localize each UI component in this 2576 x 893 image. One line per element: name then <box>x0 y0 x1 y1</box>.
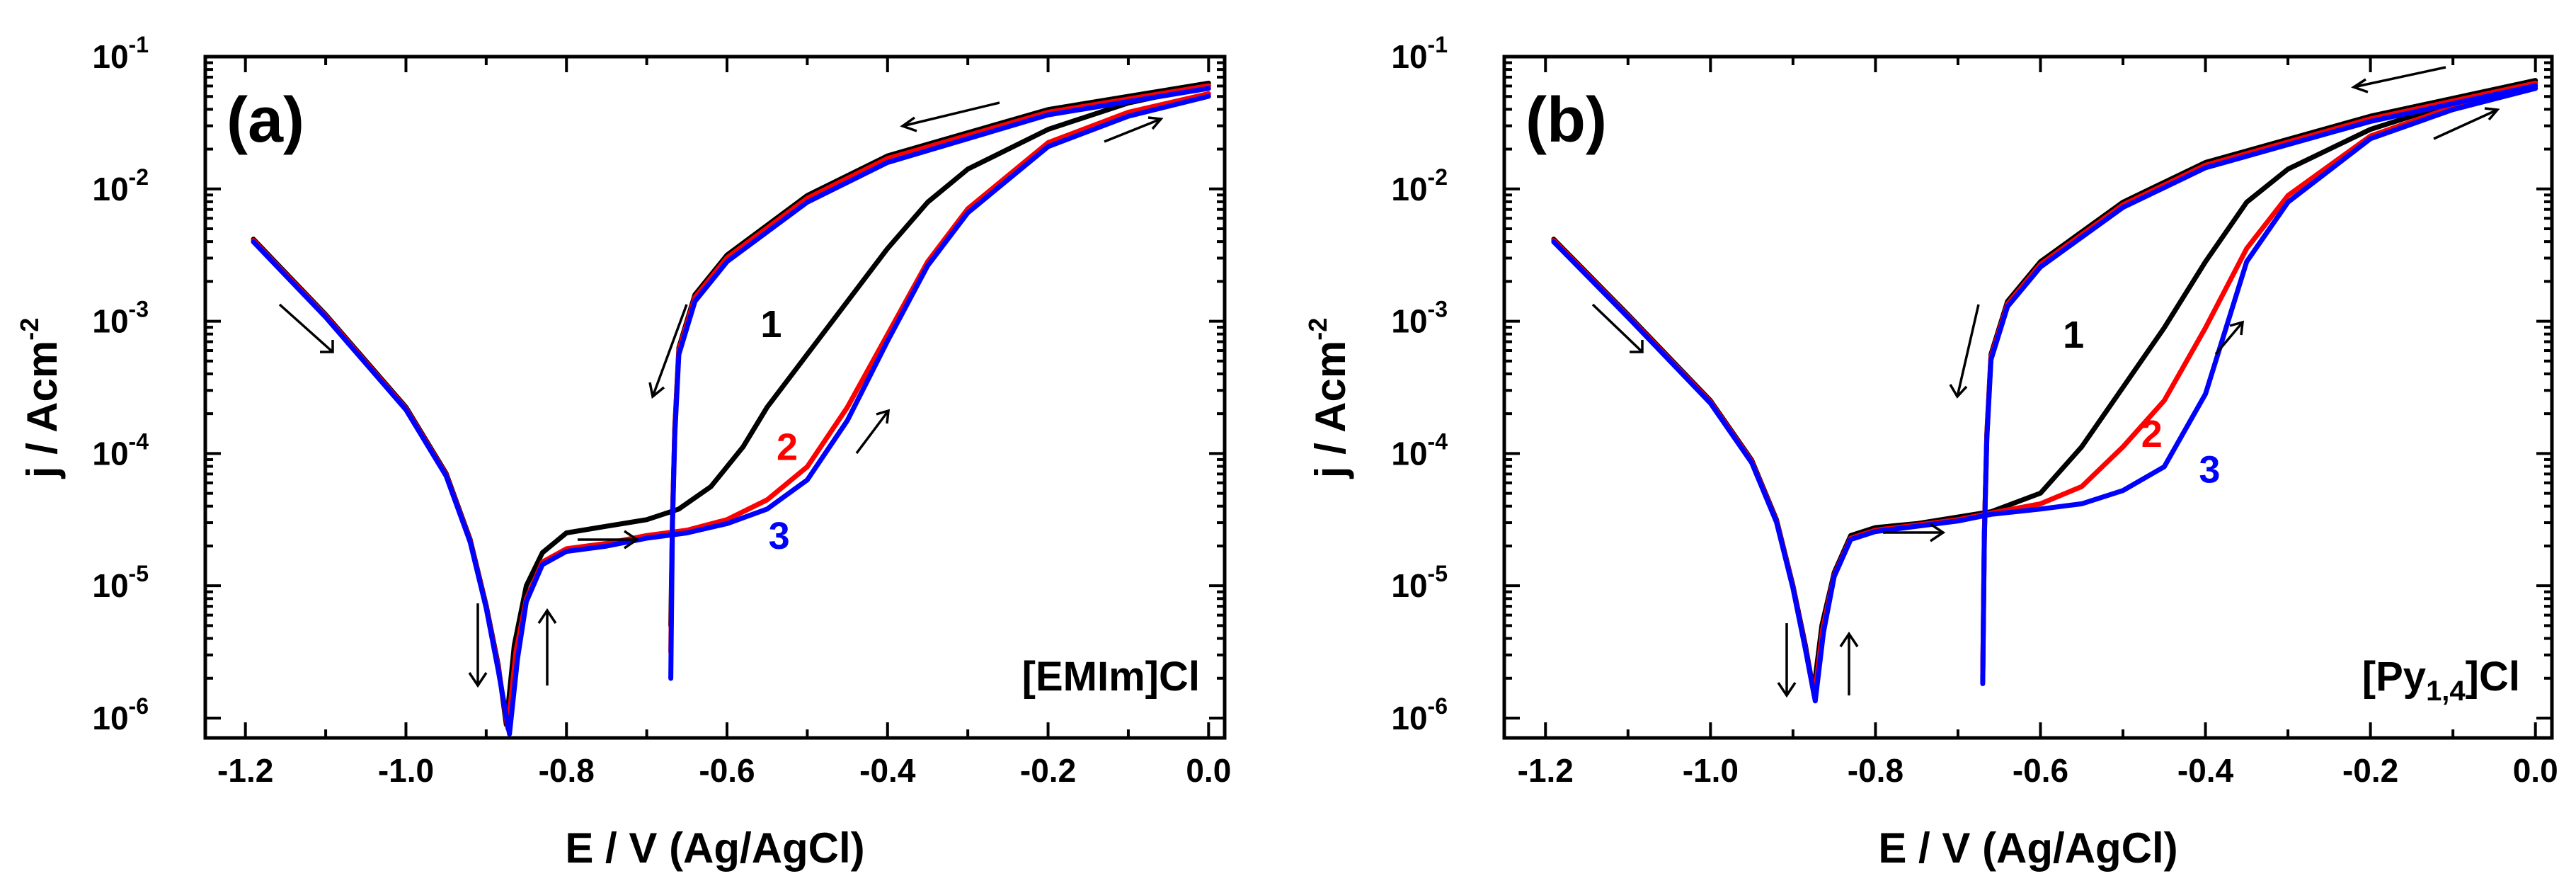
y-tick-label-base: 10 <box>92 171 128 207</box>
y-tick-label-exponent: -2 <box>129 164 149 190</box>
chart-panel-b: -1.2 -1.0 -0.8 -0.6 -0.4 -0.2 0.0 10-610-510-4… <box>1303 32 2558 872</box>
ionic-liquid-label-b: [Py1,4]Cl <box>2362 654 2520 707</box>
ionic-label-b-suffix: ]Cl <box>2466 654 2520 700</box>
curve-label-2: 2 <box>2141 413 2163 455</box>
plot-frame-b <box>1502 55 2554 740</box>
curve-labels-a: 1 2 3 <box>760 303 798 557</box>
curve-label-2: 2 <box>777 426 798 469</box>
y-tick-label: 10-2 <box>1391 164 1448 207</box>
y-tick-label-exponent: -4 <box>129 428 149 454</box>
ionic-label-b-prefix: [Py <box>2362 654 2426 700</box>
curve-label-1: 1 <box>2063 314 2084 356</box>
panel-label-b: (b) <box>1525 85 1607 156</box>
y-tick-label: 10-2 <box>92 164 149 207</box>
y-tick-label-exponent: -3 <box>129 297 149 322</box>
x-tick-label: -1.2 <box>217 752 273 789</box>
y-axis-label-base-a: j / Acm <box>18 341 66 479</box>
x-tick-label: -1.2 <box>1518 752 1574 789</box>
x-tick-label: -0.6 <box>2013 752 2068 789</box>
y-tick-label-exponent: -5 <box>129 561 149 586</box>
y-tick-label: 10-4 <box>1391 428 1448 472</box>
y-tick-label-base: 10 <box>1391 303 1427 340</box>
curve-2-reverse <box>1980 80 2538 684</box>
x-axis-ticks-a: -1.2 -1.0 -0.8 -0.6 -0.4 -0.2 0.0 <box>217 57 1231 789</box>
y-axis-ticks-a: 10-610-510-410-310-210-1 <box>92 32 1225 736</box>
y-tick-label-base: 10 <box>1391 700 1427 736</box>
panel-label-a: (a) <box>227 85 304 156</box>
y-axis-label-base-b: j / Acm <box>1307 341 1354 479</box>
x-tick-label: -0.8 <box>1848 752 1904 789</box>
curve-label-3: 3 <box>2199 448 2220 491</box>
y-tick-label-exponent: -6 <box>1428 693 1448 719</box>
y-tick-label-exponent: -6 <box>129 693 149 719</box>
curve-3-reverse <box>668 86 1211 681</box>
x-tick-label: -0.2 <box>2342 752 2398 789</box>
scan-direction-arrows-a <box>278 101 1164 688</box>
ionic-liquid-label-a: [EMIm]Cl <box>1022 654 1200 700</box>
curve-3-forward <box>251 93 1211 736</box>
curve-2-forward <box>251 91 1211 732</box>
y-tick-label: 10-4 <box>92 428 149 472</box>
y-axis-label-a: j / Acm-2 <box>15 318 66 479</box>
y-tick-label: 10-6 <box>92 693 149 736</box>
curve-1-forward <box>1551 80 2538 695</box>
chart-panel-a: -1.2 -1.0 -0.8 -0.6 -0.4 -0.2 0.0 10-610-510-4… <box>15 32 1231 872</box>
curve-label-1: 1 <box>760 303 782 346</box>
x-tick-label: -0.6 <box>699 752 755 789</box>
y-tick-label-base: 10 <box>92 567 128 604</box>
y-tick-label-base: 10 <box>92 435 128 472</box>
y-tick-label-exponent: -3 <box>1428 297 1448 322</box>
x-tick-label: -0.4 <box>859 752 916 789</box>
y-tick-label-exponent: -4 <box>1428 428 1448 454</box>
curve-label-3: 3 <box>769 515 790 557</box>
y-tick-label: 10-1 <box>92 32 149 75</box>
x-tick-label: -0.2 <box>1020 752 1076 789</box>
curve-3-forward <box>1551 86 2538 704</box>
y-axis-ticks-b: 10-610-510-410-310-210-1 <box>1391 32 2552 736</box>
curve-1-forward <box>251 83 1211 727</box>
y-tick-label: 10-6 <box>1391 693 1448 736</box>
curves-a <box>251 80 1211 736</box>
y-tick-label: 10-3 <box>1391 297 1448 340</box>
y-tick-label-base: 10 <box>92 700 128 736</box>
x-tick-label: 0.0 <box>1186 752 1231 789</box>
curve-1-reverse <box>668 80 1211 628</box>
y-tick-label: 10-1 <box>1391 32 1448 75</box>
y-axis-label-b: j / Acm-2 <box>1303 318 1354 479</box>
y-tick-label-exponent: -1 <box>129 32 149 57</box>
x-axis-label-b: E / V (Ag/AgCl) <box>1878 824 2177 872</box>
y-tick-label-exponent: -1 <box>1428 32 1448 57</box>
y-axis-label-exponent-b: -2 <box>1303 318 1332 341</box>
scan-direction-arrows-b <box>1591 66 2500 698</box>
y-tick-label: 10-5 <box>1391 561 1448 604</box>
y-tick-label-base: 10 <box>92 38 128 75</box>
y-axis-label-exponent-a: -2 <box>15 318 44 341</box>
y-tick-label-base: 10 <box>1391 567 1427 604</box>
x-tick-label: -1.0 <box>1683 752 1739 789</box>
y-tick-label-exponent: -2 <box>1428 164 1448 190</box>
x-axis-ticks-b: -1.2 -1.0 -0.8 -0.6 -0.4 -0.2 0.0 <box>1518 57 2558 789</box>
plot-frame-a <box>203 55 1227 740</box>
x-tick-label: -0.8 <box>539 752 595 789</box>
curve-2-reverse <box>668 83 1211 655</box>
x-axis-label-a: E / V (Ag/AgCl) <box>565 824 864 872</box>
y-tick-label-base: 10 <box>92 303 128 340</box>
curve-1-reverse <box>1980 78 2538 681</box>
curve-labels-b: 1 23 <box>2063 314 2220 491</box>
y-tick-label: 10-5 <box>92 561 149 604</box>
x-tick-label: -1.0 <box>378 752 434 789</box>
x-tick-label: 0.0 <box>2513 752 2558 789</box>
ionic-label-b-subscript: 1,4 <box>2426 676 2466 707</box>
y-tick-label-base: 10 <box>1391 38 1427 75</box>
y-tick-label-base: 10 <box>1391 171 1427 207</box>
x-tick-label: -0.4 <box>2177 752 2234 789</box>
y-tick-label: 10-3 <box>92 297 149 340</box>
y-tick-label-base: 10 <box>1391 435 1427 472</box>
curve-3-reverse <box>1980 83 2538 686</box>
curves-b <box>1551 78 2538 704</box>
y-tick-label-exponent: -5 <box>1428 561 1448 586</box>
